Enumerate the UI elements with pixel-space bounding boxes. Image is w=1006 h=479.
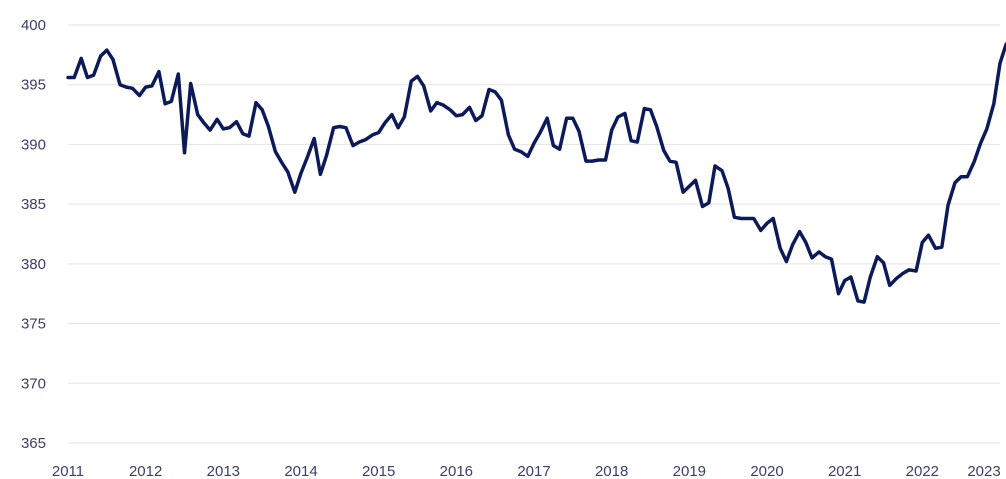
x-tick-label: 2012 (129, 463, 162, 479)
x-tick-label: 2019 (673, 463, 706, 479)
series-line-0 (66, 42, 1006, 304)
x-tick-label: 2015 (362, 463, 395, 479)
y-tick-label: 370 (21, 375, 46, 392)
y-tick-label: 365 (21, 435, 46, 452)
x-axis-ticks: 2011 2012 2013 2014 2015 2016 2017 2018 2019 2020… (52, 463, 1001, 479)
x-tick-label: 2018 (595, 463, 628, 479)
x-tick-label: 2011 (52, 463, 84, 479)
y-tick-label: 395 (21, 77, 46, 94)
x-tick-label: 2016 (440, 463, 473, 479)
grid-lines (68, 24, 1000, 444)
x-tick-label: 2014 (284, 463, 317, 479)
x-tick-label: 2017 (517, 463, 550, 479)
y-tick-label: 400 (21, 17, 46, 34)
series-layer (66, 42, 1006, 304)
y-axis-ticks: 400 395 390 385 380 375 370 365 (21, 17, 46, 452)
y-tick-label: 380 (21, 256, 46, 273)
y-tick-label: 385 (21, 196, 46, 213)
x-tick-label: 2021 (828, 463, 861, 479)
x-tick-label: 2023 (967, 463, 1000, 479)
x-tick-label: 2022 (906, 463, 939, 479)
x-tick-label: 2013 (207, 463, 240, 479)
y-tick-label: 390 (21, 136, 46, 153)
y-tick-label: 375 (21, 316, 46, 333)
x-tick-label: 2020 (750, 463, 783, 479)
